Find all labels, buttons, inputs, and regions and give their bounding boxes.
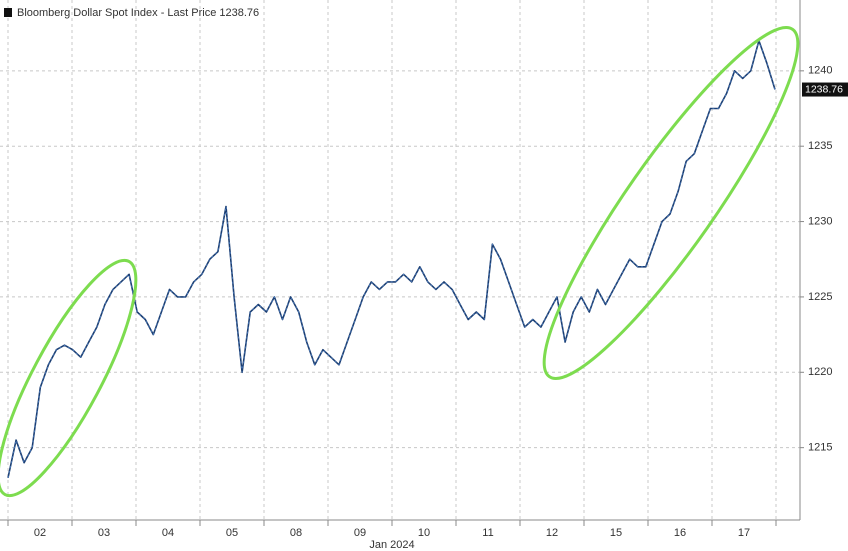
x-tick-label: 04 [162, 527, 174, 539]
price-line-highlight [7, 39, 776, 478]
x-tick-label: 12 [546, 527, 558, 539]
highlight-ellipse [0, 258, 138, 498]
x-tick-label: 16 [674, 527, 686, 539]
y-tick-label: 1220 [808, 366, 832, 378]
legend-swatch [4, 8, 12, 17]
x-tick-label: 10 [418, 527, 430, 539]
x-tick-label: 15 [610, 527, 622, 539]
x-axis-label: Jan 2024 [369, 539, 414, 551]
legend-label: Bloomberg Dollar Spot Index - Last Price… [17, 7, 259, 19]
highlight-ellipse [542, 26, 800, 380]
last-price-label: 1238.76 [805, 83, 843, 95]
plot-area [0, 0, 800, 520]
y-tick-label: 1235 [808, 140, 832, 152]
x-tick-label: 08 [290, 527, 302, 539]
marks [7, 39, 776, 478]
y-tick-label: 1225 [808, 291, 832, 303]
last-price-box [802, 82, 848, 97]
x-tick-label: 09 [354, 527, 366, 539]
x-tick-label: 05 [226, 527, 238, 539]
y-tick-label: 1230 [808, 215, 832, 227]
x-tick-label: 02 [34, 527, 46, 539]
x-tick-label: 17 [738, 527, 750, 539]
y-tick-label: 1240 [808, 65, 832, 77]
y-tick-label: 1215 [808, 442, 832, 454]
x-tick-label: 03 [98, 527, 110, 539]
x-tick-label: 11 [482, 527, 493, 539]
